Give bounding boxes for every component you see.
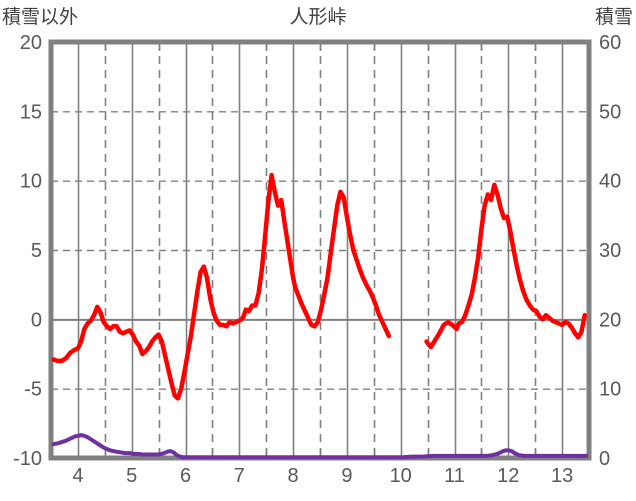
grid-solid-lines <box>77 42 564 458</box>
y2-tick-label: 50 <box>599 101 621 123</box>
chart-title: 人形峠 <box>289 7 347 28</box>
x-tick-label: 6 <box>180 465 191 487</box>
right-axis-title: 積雪 <box>594 7 633 28</box>
y-tick-label: -5 <box>24 379 42 401</box>
x-tick-label: 13 <box>551 465 573 487</box>
series-line-1 <box>51 433 589 460</box>
x-tick-label: 12 <box>497 465 519 487</box>
left-axis-title: 積雪以外 <box>2 7 79 28</box>
series-lines <box>51 172 589 460</box>
y2-tick-label: 60 <box>599 32 621 54</box>
x-tick-label: 8 <box>288 465 299 487</box>
x-tick-label: 7 <box>234 465 245 487</box>
x-tick-label: 9 <box>341 465 352 487</box>
y2-tick-label: 0 <box>599 448 610 470</box>
y2-tick-label: 20 <box>599 309 621 331</box>
y-tick-label: 10 <box>20 171 42 193</box>
y-tick-label: -10 <box>13 448 42 470</box>
y2-tick-label: 30 <box>599 240 621 262</box>
y-tick-label: 5 <box>31 240 42 262</box>
y-tick-label: 15 <box>20 101 42 123</box>
y-tick-label: 20 <box>20 32 42 54</box>
x-tick-label: 5 <box>126 465 137 487</box>
series-line-0 <box>51 172 587 401</box>
grid-dashed-lines <box>51 42 589 458</box>
x-tick-label: 11 <box>444 465 465 487</box>
axis-tick-labels: -10 -5 0 5 10 15 20 0 10 20 30 40 50 60 4 5 6 7 8 9 10 11 12 13 <box>13 32 621 487</box>
x-tick-label: 10 <box>390 465 412 487</box>
y2-tick-label: 10 <box>599 379 621 401</box>
x-tick-label: 4 <box>72 465 83 487</box>
y-tick-label: 0 <box>31 309 42 331</box>
y2-tick-label: 40 <box>599 171 621 193</box>
